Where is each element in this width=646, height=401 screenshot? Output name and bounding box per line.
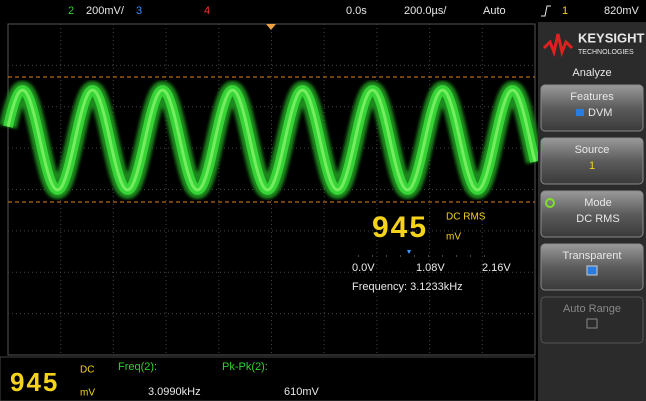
softkey-label: Transparent [563,250,622,262]
dvm-mode: DC [80,365,94,376]
dvm-reading: 945 [10,367,59,397]
dvm-scale-label: 1.08V [416,262,445,274]
dvm-frequency: Frequency: 3.1233kHz [352,281,463,293]
softkey-label: Source [575,144,610,156]
dvm-reading: 945 [372,211,428,244]
time-offset: 0.0s [346,5,367,17]
trigger-source: 1 [562,5,568,17]
pkpk-label: Pk-Pk(2): [222,361,268,373]
softkey-label: Mode [584,197,612,209]
softkey-value: DC RMS [576,213,619,225]
trigger-mode: Auto [483,5,506,17]
dvm-mode: DC RMS [446,212,486,223]
brand-name: KEYSIGHT [578,30,645,45]
softkey-label: Auto Range [563,303,621,315]
freq-label: Freq(2): [118,361,157,373]
channel-2[interactable]: 2 [68,5,74,17]
checkbox [587,266,597,275]
dvm-scale-label: 2.16V [482,262,511,274]
dvm-unit: mV [80,388,95,399]
freq-value: 3.0990kHz [148,386,201,398]
softkey-value: 1 [589,160,595,172]
menu-title: Analyze [572,67,611,79]
channel-4[interactable]: 4 [204,5,210,17]
channel-2-scale: 200mV/ [86,5,125,17]
channel-3[interactable]: 3 [136,5,142,17]
brand-sub: TECHNOLOGIES [578,49,634,56]
dvm-scale-label: 0.0V [352,262,375,274]
dvm-unit: mV [446,232,461,243]
softkey-value: DVM [588,107,612,119]
oscilloscope-screen: 2 200mV/ 3 4 0.0s 200.0µs/ Auto 1 820mV … [0,0,646,401]
trigger-level: 820mV [604,5,640,17]
softkey-label: Features [570,91,614,103]
time-scale: 200.0µs/ [404,5,447,17]
pkpk-value: 610mV [284,386,320,398]
checkbox [576,109,584,116]
